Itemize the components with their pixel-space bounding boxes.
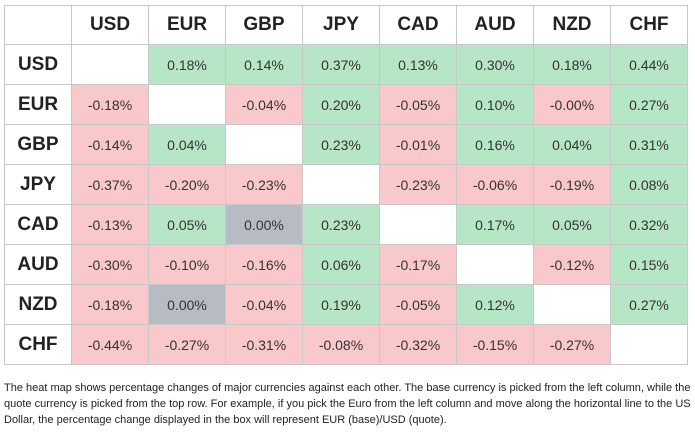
column-header: NZD <box>533 5 611 45</box>
cell: 0.08% <box>610 164 688 205</box>
column-header: GBP <box>225 5 303 45</box>
cell: -0.05% <box>379 84 457 125</box>
cell: -0.32% <box>379 324 457 365</box>
cell: 0.44% <box>610 44 688 85</box>
cell: -0.23% <box>225 164 303 205</box>
cell: 0.00% <box>148 284 226 325</box>
cell: 0.18% <box>533 44 611 85</box>
cell: -0.14% <box>71 124 149 165</box>
cell: 0.20% <box>302 84 380 125</box>
cell: 0.32% <box>610 204 688 245</box>
row-header: USD <box>4 44 72 85</box>
cell: 0.10% <box>456 84 534 125</box>
heatmap: USD EUR GBP JPY CAD AUD NZD CHF USD 0.18% 0.14% 0.… <box>4 5 688 365</box>
row: EUR -0.18% -0.04% 0.20% -0.05% 0.10% -0.00% 0.2… <box>4 84 688 125</box>
cell: -0.27% <box>533 324 611 365</box>
cell: -0.05% <box>379 284 457 325</box>
cell: -0.13% <box>71 204 149 245</box>
cell: 0.23% <box>302 204 380 245</box>
cell: 0.12% <box>456 284 534 325</box>
cell <box>71 44 149 85</box>
cell: -0.18% <box>71 84 149 125</box>
row: GBP -0.14% 0.04% 0.23% -0.01% 0.16% 0.04% 0.31% <box>4 124 688 165</box>
cell: 0.06% <box>302 244 380 285</box>
row-header: AUD <box>4 244 72 285</box>
column-header: AUD <box>456 5 534 45</box>
cell: 0.16% <box>456 124 534 165</box>
cell <box>610 324 688 365</box>
cell: -0.44% <box>71 324 149 365</box>
cell: 0.04% <box>148 124 226 165</box>
cell <box>148 84 226 125</box>
column-header: EUR <box>148 5 226 45</box>
column-header: CHF <box>610 5 688 45</box>
cell: 0.27% <box>610 84 688 125</box>
cell: -0.06% <box>456 164 534 205</box>
cell: 0.18% <box>148 44 226 85</box>
cell: 0.17% <box>456 204 534 245</box>
cell: 0.13% <box>379 44 457 85</box>
cell <box>456 244 534 285</box>
cell: -0.18% <box>71 284 149 325</box>
row-header: GBP <box>4 124 72 165</box>
row-header: NZD <box>4 284 72 325</box>
row-header: EUR <box>4 84 72 125</box>
cell: 0.37% <box>302 44 380 85</box>
row: CHF -0.44% -0.27% -0.31% -0.08% -0.32% -0.15% -… <box>4 324 688 365</box>
column-header: JPY <box>302 5 380 45</box>
row: USD 0.18% 0.14% 0.37% 0.13% 0.30% 0.18% 0.44% <box>4 44 688 85</box>
cell: -0.12% <box>533 244 611 285</box>
cell: -0.17% <box>379 244 457 285</box>
cell: 0.15% <box>610 244 688 285</box>
row-header: JPY <box>4 164 72 205</box>
cell <box>379 204 457 245</box>
row-header: CAD <box>4 204 72 245</box>
cell: 0.04% <box>533 124 611 165</box>
cell: -0.10% <box>148 244 226 285</box>
heatmap-table: USD EUR GBP JPY CAD AUD NZD CHF USD 0.18% 0.14% 0.… <box>4 5 688 365</box>
cell: -0.31% <box>225 324 303 365</box>
cell: 0.14% <box>225 44 303 85</box>
cell: -0.15% <box>456 324 534 365</box>
cell: 0.05% <box>148 204 226 245</box>
row-header: CHF <box>4 324 72 365</box>
row: JPY -0.37% -0.20% -0.23% -0.23% -0.06% -0.19% 0… <box>4 164 688 205</box>
cell: -0.19% <box>533 164 611 205</box>
column-header: USD <box>71 5 149 45</box>
cell <box>302 164 380 205</box>
cell: -0.08% <box>302 324 380 365</box>
cell: -0.30% <box>71 244 149 285</box>
cell <box>225 124 303 165</box>
header-row: USD EUR GBP JPY CAD AUD NZD CHF <box>4 5 688 45</box>
cell: 0.31% <box>610 124 688 165</box>
cell: -0.04% <box>225 284 303 325</box>
cell: 0.05% <box>533 204 611 245</box>
cell: -0.00% <box>533 84 611 125</box>
cell <box>533 284 611 325</box>
corner <box>4 5 72 45</box>
column-header: CAD <box>379 5 457 45</box>
cell: -0.16% <box>225 244 303 285</box>
note: The heat map shows percentage changes of… <box>4 382 691 426</box>
cell: 0.27% <box>610 284 688 325</box>
row: AUD -0.30% -0.10% -0.16% 0.06% -0.17% -0.12% 0.… <box>4 244 688 285</box>
cell: 0.30% <box>456 44 534 85</box>
cell: -0.04% <box>225 84 303 125</box>
cell: -0.23% <box>379 164 457 205</box>
row: NZD -0.18% 0.00% -0.04% 0.19% -0.05% 0.12% 0.27… <box>4 284 688 325</box>
cell: 0.19% <box>302 284 380 325</box>
cell: -0.27% <box>148 324 226 365</box>
cell: 0.23% <box>302 124 380 165</box>
cell: 0.00% <box>225 204 303 245</box>
cell: -0.37% <box>71 164 149 205</box>
row: CAD -0.13% 0.05% 0.00% 0.23% 0.17% 0.05% 0.32% <box>4 204 688 245</box>
cell: -0.01% <box>379 124 457 165</box>
cell: -0.20% <box>148 164 226 205</box>
